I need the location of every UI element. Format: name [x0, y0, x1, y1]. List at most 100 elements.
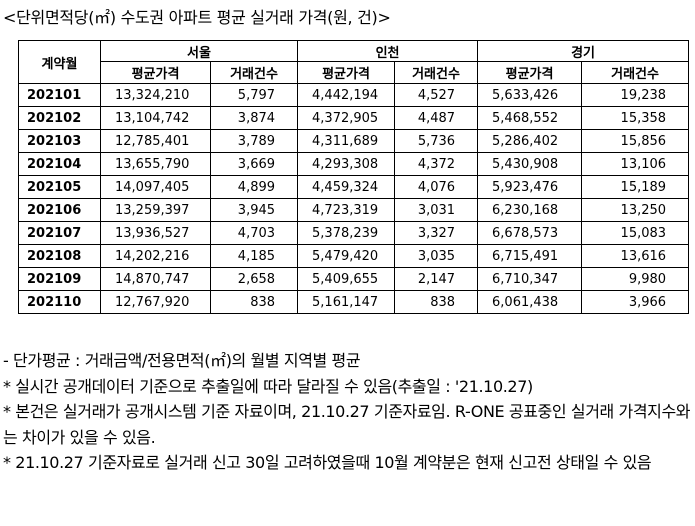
- header-gyeonggi-price: 평균가격: [477, 61, 583, 84]
- document-title: <단위면적당(㎡) 수도권 아파트 평균 실거래 가격(원, 건)>: [3, 8, 391, 27]
- note-extraction-date: * 실시간 공개데이터 기준으로 추출일에 따라 달라질 수 있음(추출일 : …: [3, 376, 533, 396]
- table-cell-month: 202105: [18, 175, 101, 199]
- table-cell-seoul-count: 838: [209, 290, 299, 314]
- table-row: 202108 14,202,216 4,185 5,479,420 3,035 6,715…: [18, 244, 690, 268]
- table-cell-incheon-price: 4,372,905: [297, 106, 396, 130]
- table-cell-month: 202110: [18, 290, 101, 314]
- table-cell-incheon-price: 4,311,689: [297, 129, 396, 153]
- table-cell-seoul-count: 4,899: [209, 175, 299, 199]
- table-cell-incheon-count: 3,327: [394, 221, 479, 245]
- table-cell-gyeonggi-price: 6,061,438: [477, 290, 583, 314]
- table-cell-incheon-count: 4,076: [394, 175, 479, 199]
- table-row: 202105 14,097,405 4,899 4,459,324 4,076 5,923…: [18, 175, 690, 199]
- table-cell-seoul-count: 2,658: [209, 267, 299, 291]
- table-cell-seoul-count: 3,789: [209, 129, 299, 153]
- table-cell-seoul-price: 12,767,920: [100, 290, 211, 314]
- table-body: 202101 13,324,210 5,797 4,442,194 4,527 5,633…: [18, 83, 690, 314]
- table-cell-seoul-price: 13,259,397: [100, 198, 211, 222]
- table-cell-gyeonggi-count: 15,856: [581, 129, 690, 153]
- header-seoul-count: 거래건수: [209, 61, 299, 84]
- table-cell-seoul-price: 14,202,216: [100, 244, 211, 268]
- header-seoul-price: 평균가격: [100, 61, 211, 84]
- note-reporting-lag: * 21.10.27 기준자료로 실거래 신고 30일 고려하였을때 10월 계…: [3, 453, 652, 472]
- table-row: 202101 13,324,210 5,797 4,442,194 4,527 5,633…: [18, 83, 690, 107]
- table-row: 202107 13,936,527 4,703 5,378,239 3,327 6,678…: [18, 221, 690, 245]
- table-cell-incheon-price: 5,161,147: [297, 290, 396, 314]
- table-cell-seoul-price: 13,104,742: [100, 106, 211, 130]
- table-cell-gyeonggi-count: 13,250: [581, 198, 690, 222]
- table-cell-gyeonggi-count: 15,189: [581, 175, 690, 199]
- table-cell-incheon-count: 4,487: [394, 106, 479, 130]
- table-cell-seoul-price: 12,785,401: [100, 129, 211, 153]
- table-row: 202106 13,259,397 3,945 4,723,319 3,031 6,230…: [18, 198, 690, 222]
- table-cell-gyeonggi-price: 5,468,552: [477, 106, 583, 130]
- table-cell-seoul-count: 5,797: [209, 83, 299, 107]
- header-incheon-price: 평균가격: [297, 61, 396, 84]
- table-cell-incheon-price: 4,459,324: [297, 175, 396, 199]
- table-cell-seoul-price: 13,936,527: [100, 221, 211, 245]
- table-cell-incheon-price: 5,409,655: [297, 267, 396, 291]
- header-region-seoul: 서울: [99, 40, 299, 62]
- header-gyeonggi-count: 거래건수: [581, 61, 690, 84]
- table-cell-gyeonggi-count: 19,238: [581, 83, 690, 107]
- table-row: 202109 14,870,747 2,658 5,409,655 2,147 6,710…: [18, 267, 690, 291]
- table-row: 202110 12,767,920 838 5,161,147 838 6,061,438…: [18, 290, 690, 314]
- table-cell-seoul-count: 3,945: [209, 198, 299, 222]
- table-cell-gyeonggi-count: 9,980: [581, 267, 690, 291]
- table-cell-month: 202108: [18, 244, 101, 268]
- table-cell-seoul-count: 4,703: [209, 221, 299, 245]
- table-cell-month: 202107: [18, 221, 101, 245]
- table-cell-gyeonggi-count: 3,966: [581, 290, 690, 314]
- table-cell-month: 202109: [18, 267, 101, 291]
- table-cell-incheon-price: 5,378,239: [297, 221, 396, 245]
- table-cell-incheon-price: 4,442,194: [297, 83, 396, 107]
- table-cell-incheon-count: 4,372: [394, 152, 479, 176]
- table-cell-incheon-count: 838: [394, 290, 479, 314]
- header-month: 계약월: [18, 40, 101, 84]
- table-cell-gyeonggi-price: 6,715,491: [477, 244, 583, 268]
- table-cell-gyeonggi-price: 6,678,573: [477, 221, 583, 245]
- table-header-row-regions: 계약월 서울 인천 경기: [18, 40, 690, 84]
- note-source: * 본건은 실거래가 공개시스템 기준 자료이며, 21.10.27 기준자료임…: [3, 402, 691, 447]
- table-cell-incheon-count: 4,527: [394, 83, 479, 107]
- table-row: 202103 12,785,401 3,789 4,311,689 5,736 5,286…: [18, 129, 690, 153]
- table-header-row-metrics: 평균가격 거래건수 평균가격 거래건수 평균가격 거래건수: [19, 61, 690, 84]
- table-cell-gyeonggi-count: 15,358: [581, 106, 690, 130]
- table-cell-gyeonggi-price: 5,430,908: [477, 152, 583, 176]
- table-cell-seoul-price: 13,324,210: [100, 83, 211, 107]
- table-cell-month: 202103: [18, 129, 101, 153]
- notes: - 단가평균 : 거래금액/전용면적(㎡)의 월별 지역별 평균 * 실시간 공…: [3, 348, 691, 476]
- table-cell-incheon-count: 5,736: [394, 129, 479, 153]
- table-cell-incheon-count: 3,031: [394, 198, 479, 222]
- table-cell-incheon-count: 3,035: [394, 244, 479, 268]
- table-cell-incheon-price: 5,479,420: [297, 244, 396, 268]
- table-cell-gyeonggi-count: 13,106: [581, 152, 690, 176]
- price-table: 계약월 서울 인천 경기 평균가격 거래건수 평균가격 거래건수 평균가격 거래…: [18, 40, 690, 314]
- table-cell-seoul-price: 14,870,747: [100, 267, 211, 291]
- header-region-gyeonggi: 경기: [477, 40, 690, 62]
- header-incheon-count: 거래건수: [394, 61, 479, 84]
- table-cell-seoul-price: 14,097,405: [100, 175, 211, 199]
- table-cell-gyeonggi-price: 6,710,347: [477, 267, 583, 291]
- table-cell-month: 202101: [18, 83, 101, 107]
- table-row: 202102 13,104,742 3,874 4,372,905 4,487 5,468…: [18, 106, 690, 130]
- table-cell-month: 202104: [18, 152, 101, 176]
- table-cell-gyeonggi-price: 5,923,476: [477, 175, 583, 199]
- table-cell-seoul-count: 3,874: [209, 106, 299, 130]
- table-cell-month: 202106: [18, 198, 101, 222]
- table-cell-incheon-count: 2,147: [394, 267, 479, 291]
- table-cell-seoul-count: 3,669: [209, 152, 299, 176]
- table-cell-seoul-price: 13,655,790: [100, 152, 211, 176]
- header-region-incheon: 인천: [297, 40, 479, 62]
- table-cell-incheon-price: 4,723,319: [297, 198, 396, 222]
- note-unit-price: - 단가평균 : 거래금액/전용면적(㎡)의 월별 지역별 평균: [3, 351, 361, 370]
- table-cell-gyeonggi-count: 13,616: [581, 244, 690, 268]
- table-cell-gyeonggi-price: 6,230,168: [477, 198, 583, 222]
- table-cell-seoul-count: 4,185: [209, 244, 299, 268]
- table-row: 202104 13,655,790 3,669 4,293,308 4,372 5,430…: [18, 152, 690, 176]
- table-cell-gyeonggi-price: 5,633,426: [477, 83, 583, 107]
- table-cell-gyeonggi-price: 5,286,402: [477, 129, 583, 153]
- table-cell-gyeonggi-count: 15,083: [581, 221, 690, 245]
- table-cell-incheon-price: 4,293,308: [297, 152, 396, 176]
- table-cell-month: 202102: [18, 106, 101, 130]
